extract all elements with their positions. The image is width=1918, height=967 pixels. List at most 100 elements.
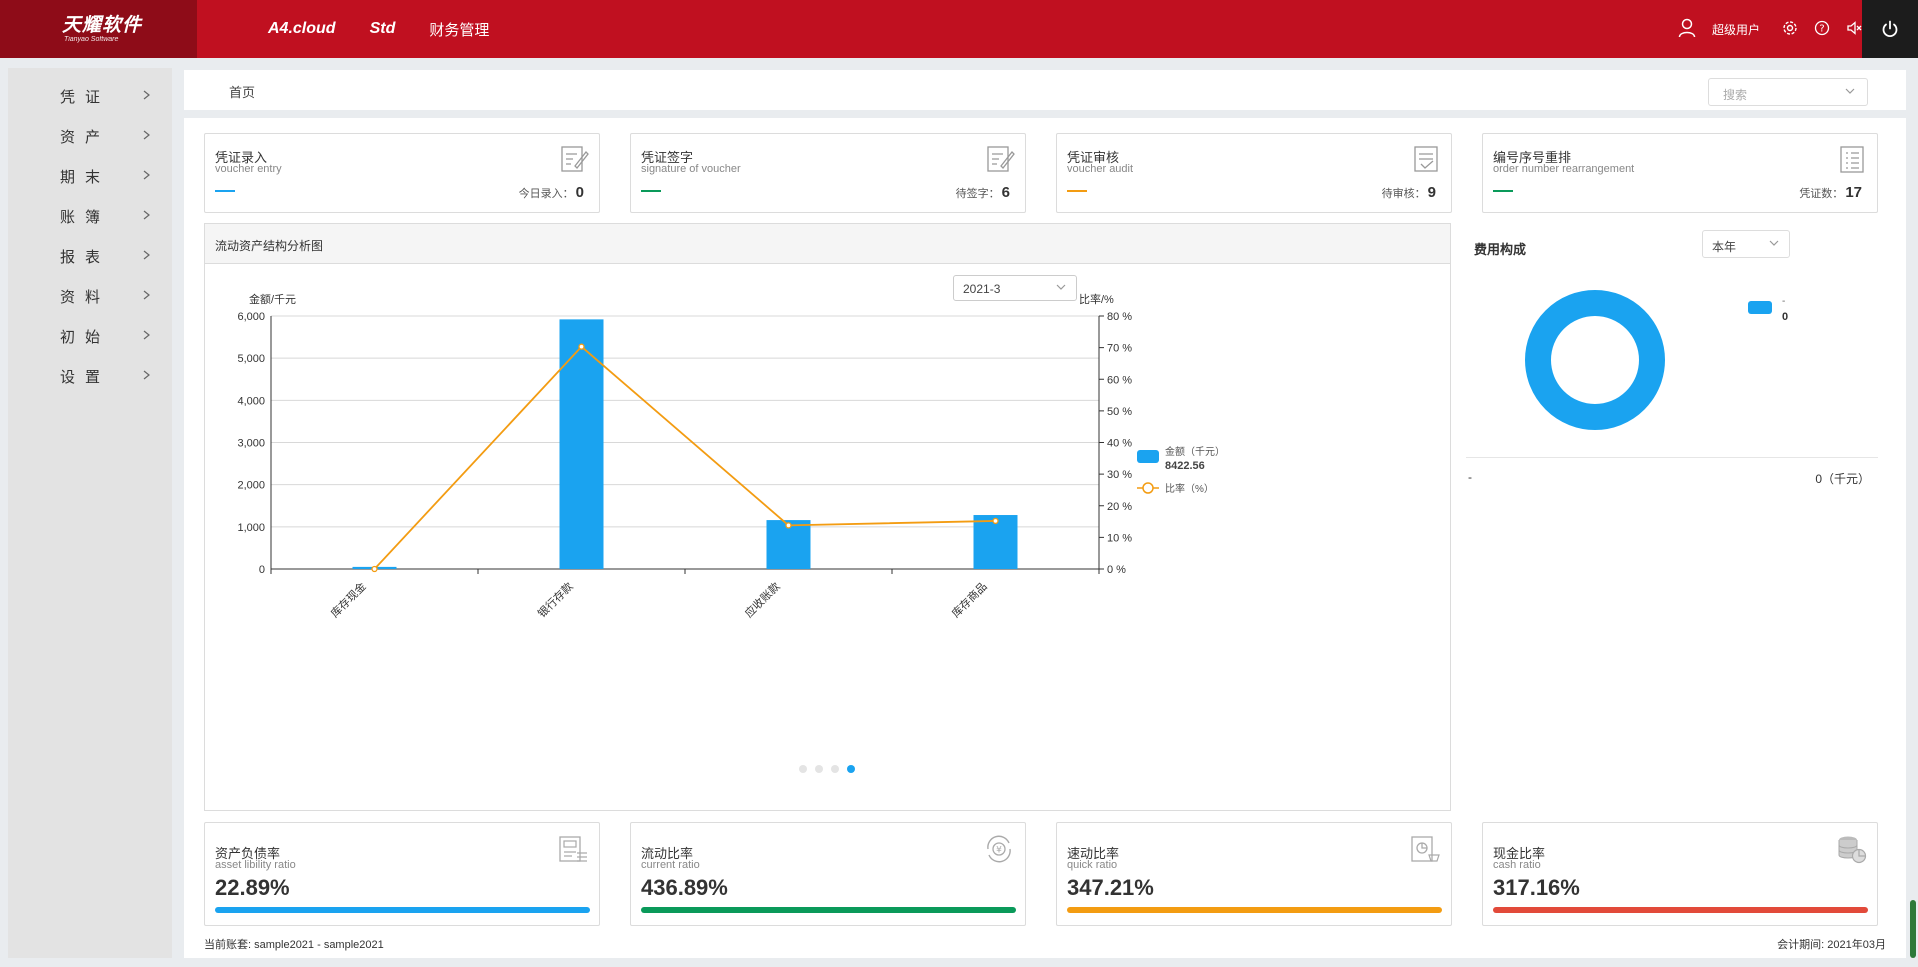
cash-ratio-card[interactable]: 现金比率 cash ratio 317.16%: [1482, 822, 1878, 926]
legend-amount-total: 8422.56: [1165, 460, 1205, 472]
currency-cycle-icon: ¥: [987, 835, 1011, 863]
sidebar-item-label: 资料: [60, 288, 111, 306]
edit-document-icon: [561, 146, 589, 172]
ratio-value: 22.89%: [215, 875, 290, 900]
current-assets-chart-panel: 流动资产结构分析图 2021-3 6,000 5,000 4,000 3,000 2,0…: [204, 223, 1451, 811]
sidebar-item-settings[interactable]: 设置: [8, 356, 172, 396]
top-bar: 天耀软件 Tianyao Software A4.cloud Std 财务管理 …: [0, 0, 1918, 58]
card-subtitle: signature of voucher: [641, 163, 741, 175]
ratio-bar: [1067, 907, 1442, 913]
range-value: 本年: [1712, 240, 1737, 254]
current-account: 当前账套: sample2021 - sample2021: [204, 939, 384, 951]
report-chart-icon: [1411, 836, 1440, 862]
pie-legend-name: -: [1782, 296, 1786, 307]
current-ratio-card[interactable]: 流动比率 current ratio 436.89% ¥: [630, 822, 1026, 926]
ratio-title: 速动比率: [1067, 846, 1120, 861]
y-right-tick-label: 70 %: [1107, 343, 1132, 355]
voucher-entry-card[interactable]: 凭证录入 voucher entry 今日录入： 0: [204, 133, 600, 213]
ratio-title: 现金比率: [1493, 846, 1546, 861]
search-select[interactable]: 搜索: [1708, 78, 1868, 106]
ratio-line: [373, 345, 996, 570]
breadcrumb-home[interactable]: 首页: [229, 85, 256, 100]
card-accent: [641, 190, 661, 192]
card-subtitle: voucher audit: [1067, 163, 1134, 175]
audit-document-icon: [1414, 146, 1438, 172]
nav-std[interactable]: Std: [369, 20, 396, 37]
range-select[interactable]: 本年: [1702, 230, 1790, 258]
card-title: 凭证录入: [215, 150, 268, 165]
y-axis-title: 金额/千元: [249, 292, 296, 306]
user-icon[interactable]: [1678, 18, 1696, 41]
page-scrollbar[interactable]: [1910, 900, 1916, 958]
voucher-audit-card[interactable]: 凭证审核 voucher audit 待审核： 9: [1056, 133, 1452, 213]
sidebar-item-period-end[interactable]: 期末: [8, 156, 172, 196]
ratio-value: 317.16%: [1493, 875, 1580, 900]
current-assets-chart: 6,000 5,000 4,000 3,000 2,000 1,000 0 80 % 70 % 6…: [237, 292, 1225, 773]
ratio-subtitle: current ratio: [641, 859, 700, 871]
pie-row-value: 0（千元）: [1815, 472, 1870, 486]
card-accent: [215, 190, 235, 192]
chevron-right-icon: [143, 210, 150, 220]
ratio-point-4: [992, 517, 999, 525]
y-tick-label: 4,000: [237, 395, 265, 407]
expense-donut: [1525, 290, 1665, 430]
chart-panel-title: 流动资产结构分析图: [205, 224, 1450, 264]
chevron-right-icon: [143, 250, 150, 260]
renumber-card[interactable]: 编号序号重排 order number rearrangement 凭证数： 17: [1482, 133, 1878, 213]
y-tick-label: 2,000: [237, 480, 265, 492]
asset-liability-ratio-card[interactable]: 资产负债率 asset libility ratio 22.89%: [204, 822, 600, 926]
logo[interactable]: 天耀软件 Tianyao Software: [0, 0, 197, 58]
sidebar-item-assets[interactable]: 资产: [8, 116, 172, 156]
chevron-down-icon: [1056, 284, 1066, 290]
sidebar-item-ledger[interactable]: 账簿: [8, 196, 172, 236]
chevron-right-icon: [143, 370, 150, 380]
carousel-dot-1: [799, 765, 807, 773]
period-value: 2021-3: [963, 282, 1001, 296]
card-count: 待审核： 9: [1381, 184, 1436, 201]
ratio-value: 436.89%: [641, 875, 728, 900]
sound-mute-icon[interactable]: [1846, 20, 1862, 39]
sidebar-item-voucher[interactable]: 凭证: [8, 76, 172, 116]
chevron-right-icon: [143, 290, 150, 300]
y-tick-label: 6,000: [237, 311, 265, 323]
ratio-subtitle: quick ratio: [1067, 859, 1118, 871]
nav-a4cloud[interactable]: A4.cloud: [268, 20, 336, 37]
ratio-point-1: [371, 565, 378, 573]
card-accent: [1067, 190, 1087, 192]
y-tick-label: 0: [259, 564, 265, 576]
quick-ratio-card[interactable]: 速动比率 quick ratio 347.21%: [1056, 822, 1452, 926]
sidebar-item-data[interactable]: 资料: [8, 276, 172, 316]
pie-separator: [1466, 457, 1878, 458]
top-right-tools: 超级用户 ?: [1678, 0, 1862, 58]
list-order-icon: [1840, 146, 1864, 173]
nav-finance[interactable]: 财务管理: [429, 21, 490, 39]
user-name[interactable]: 超级用户: [1711, 22, 1760, 37]
balance-sheet-icon: [559, 836, 587, 862]
voucher-signature-card[interactable]: 凭证签字 signature of voucher 待签字： 6: [630, 133, 1026, 213]
y-right-tick-label: 50 %: [1107, 406, 1132, 418]
logout-button[interactable]: [1862, 0, 1918, 58]
settings-icon[interactable]: [1782, 20, 1798, 39]
chevron-right-icon: [143, 330, 150, 340]
sidebar-item-label: 初始: [60, 328, 111, 346]
x-tick-label: 库存商品: [949, 579, 990, 620]
card-count: 凭证数： 17: [1799, 184, 1862, 201]
pie-title: 费用构成: [1474, 242, 1527, 257]
breadcrumb-bar: 首页 搜索: [184, 70, 1906, 110]
top-nav: A4.cloud Std 财务管理: [268, 0, 489, 58]
ratio-bar: [641, 907, 1016, 913]
ratio-value: 347.21%: [1067, 875, 1154, 900]
card-count: 待签字： 6: [955, 184, 1010, 201]
card-subtitle: voucher entry: [215, 163, 282, 175]
y-tick-label: 1,000: [237, 522, 265, 534]
card-count: 今日录入： 0: [518, 184, 584, 201]
chevron-right-icon: [143, 90, 150, 100]
sidebar-item-reports[interactable]: 报表: [8, 236, 172, 276]
x-tick-label: 应收账款: [742, 579, 783, 620]
period-select[interactable]: 2021-3: [953, 275, 1077, 301]
x-tick-label: 银行存款: [535, 579, 576, 620]
expense-composition-panel: 费用构成 本年 - 0 - 0（千元）: [1466, 223, 1888, 811]
help-icon[interactable]: ?: [1814, 20, 1830, 39]
sidebar-item-label: 报表: [60, 248, 111, 266]
sidebar-item-init[interactable]: 初始: [8, 316, 172, 356]
